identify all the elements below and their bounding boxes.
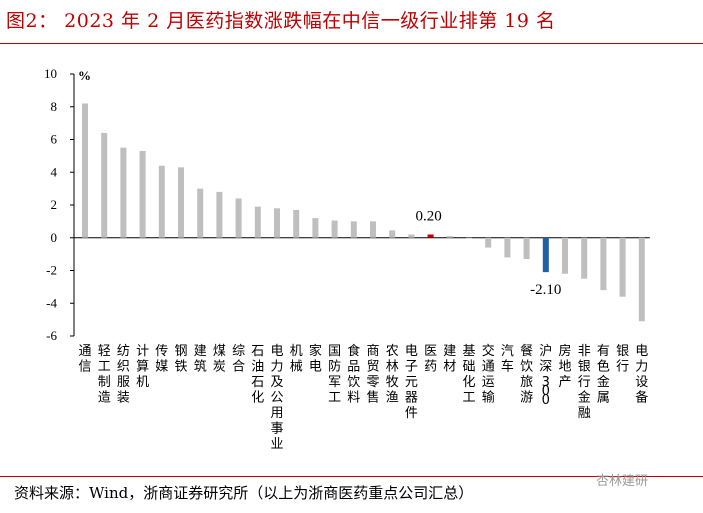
bar <box>235 198 242 238</box>
category-label: 纺织服装 <box>117 344 130 406</box>
category-label: 电力设备 <box>635 344 648 406</box>
y-tick-label: -2 <box>46 263 57 278</box>
source-rule <box>0 476 703 477</box>
bar-chart: 10 8 6 4 2 0 -2 -4 -6% 通信轻工制造纺织服装计算机传媒钢铁建筑煤炭综合石油石… <box>44 66 650 452</box>
bar <box>82 103 88 238</box>
bar <box>331 220 338 238</box>
bar <box>370 221 376 238</box>
bar <box>562 237 568 274</box>
title-rule <box>0 43 703 44</box>
data-label: -2.10 <box>530 282 561 298</box>
y-tick-label: 4 <box>51 164 58 179</box>
category-label: 电子元器件 <box>405 344 418 421</box>
data-label: 0.20 <box>415 208 441 224</box>
bar <box>120 147 127 238</box>
bar <box>600 237 607 291</box>
bar <box>101 132 108 238</box>
bar <box>485 237 492 248</box>
bar <box>274 208 280 238</box>
category-label: 传媒 <box>155 344 168 375</box>
bar <box>197 188 204 238</box>
category-label: 建材 <box>443 344 456 375</box>
category-label: 农林牧渔 <box>386 344 399 406</box>
watermark: 杏林建研 <box>596 474 649 489</box>
category-label: 轻工制造 <box>98 344 111 406</box>
category-label: 交通运输 <box>482 343 495 406</box>
bar <box>427 234 434 238</box>
figure-number: 图2： <box>6 10 58 32</box>
category-label: 机械 <box>290 344 303 375</box>
figure-caption: 2023 年 2 月医药指数涨跌幅在中信一级行业排第 19 名 <box>64 10 556 32</box>
bar <box>158 165 165 238</box>
y-tick-label: -4 <box>46 295 57 310</box>
bar <box>389 230 396 238</box>
bar <box>312 218 319 238</box>
category-label: 石油石化 <box>251 344 264 406</box>
category-label: 商贸零售 <box>366 344 379 406</box>
bar <box>504 237 511 258</box>
bar <box>139 150 146 238</box>
y-tick-label: -6 <box>46 328 57 343</box>
category-label: 沪深 3 0 0 <box>539 343 552 408</box>
category-label: 有色金属 <box>597 344 610 406</box>
category-label: 基础化工 <box>462 344 475 406</box>
category-label: 钢铁 <box>174 344 187 375</box>
category-label: 银行 <box>616 344 629 375</box>
bar <box>638 237 645 322</box>
category-label: 电力及公用事业 <box>270 344 283 452</box>
source-note: 资料来源：Wind，浙商证券研究所（以上为浙商医药重点公司汇总） <box>14 484 474 502</box>
chart-title: 图2： 2023 年 2 月医药指数涨跌幅在中信一级行业排第 19 名 <box>6 6 555 33</box>
bar <box>178 167 184 238</box>
category-label: 煤炭 <box>213 344 226 375</box>
category-label: 计算机 <box>136 344 149 390</box>
bar <box>254 206 261 238</box>
category-label: 建筑 <box>194 344 207 375</box>
category-label: 食品饮料 <box>347 343 360 406</box>
y-tick-label: 10 <box>44 66 57 81</box>
bar <box>408 234 415 238</box>
category-label: 汽车 <box>501 344 514 375</box>
bar <box>446 236 453 238</box>
category-label: 国防军工 <box>328 344 341 406</box>
category-label: 房地产 <box>558 343 571 390</box>
bar <box>293 209 300 238</box>
y-tick-label: 2 <box>51 197 58 212</box>
y-tick-label: 6 <box>51 132 58 147</box>
bar <box>466 237 472 239</box>
category-label: 餐饮旅游 <box>520 343 533 406</box>
bar <box>216 191 223 238</box>
bar <box>619 237 626 297</box>
bar <box>523 237 530 260</box>
category-label: 综合 <box>232 344 245 375</box>
bar <box>350 221 357 238</box>
y-unit-label: % <box>78 68 91 83</box>
category-label: 通信 <box>78 344 91 375</box>
bar <box>581 237 588 279</box>
category-label: 家电 <box>309 343 322 375</box>
category-label: 非银行金融 <box>578 344 591 421</box>
y-tick-label: 8 <box>51 99 58 114</box>
y-tick-label: 0 <box>51 230 58 245</box>
category-label: 医药 <box>424 344 437 375</box>
bar <box>542 237 549 273</box>
